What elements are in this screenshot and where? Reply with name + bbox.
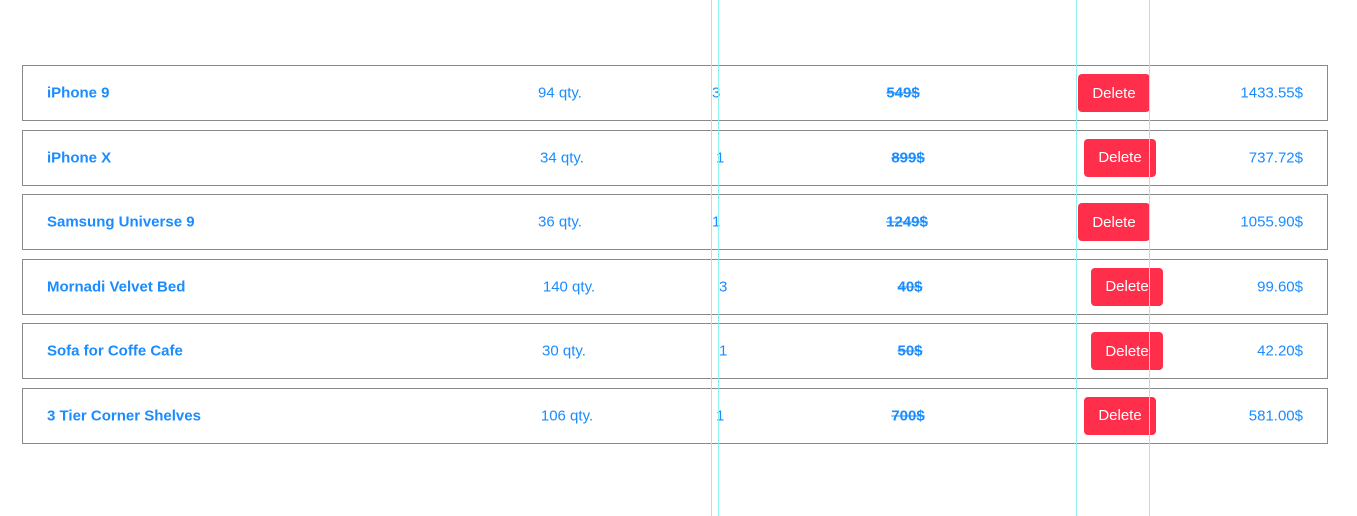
stock-quantity: 36 qty. <box>538 213 582 231</box>
product-name[interactable]: Mornadi Velvet Bed <box>47 278 186 296</box>
delete-button[interactable]: Delete <box>1084 138 1156 177</box>
cart-row: iPhone X 34 qty. 1 899$ Delete 737.72$ <box>22 129 1328 186</box>
column-guide-line <box>1149 0 1150 516</box>
column-guide-line <box>1076 0 1077 516</box>
original-price: 700$ <box>891 407 925 425</box>
row-total: 1433.55$ <box>1240 84 1303 102</box>
stock-quantity: 106 qty. <box>540 407 594 425</box>
column-guide-line <box>711 0 712 516</box>
row-total: 42.20$ <box>1257 342 1303 360</box>
delete-button[interactable]: Delete <box>1091 332 1163 371</box>
item-count: 1 <box>719 342 728 360</box>
cart-row: 3 Tier Corner Shelves 106 qty. 1 700$ De… <box>22 387 1328 444</box>
original-price: 1249$ <box>886 213 928 231</box>
stock-quantity: 94 qty. <box>538 84 582 102</box>
original-price: 40$ <box>897 278 923 296</box>
item-count: 3 <box>712 84 721 102</box>
stock-quantity: 140 qty. <box>542 278 596 296</box>
cart-row: Samsung Universe 9 36 qty. 1 1249$ Delet… <box>22 194 1328 251</box>
item-count: 1 <box>716 407 725 425</box>
item-count: 1 <box>716 149 725 167</box>
row-total: 1055.90$ <box>1240 213 1303 231</box>
row-total: 99.60$ <box>1257 278 1303 296</box>
row-total: 581.00$ <box>1248 407 1303 425</box>
column-guide-line <box>718 0 719 516</box>
item-count: 1 <box>712 213 721 231</box>
cart-row: Sofa for Coffe Cafe 30 qty. 1 50$ Delete… <box>22 323 1328 380</box>
product-name[interactable]: iPhone X <box>47 149 112 167</box>
product-name[interactable]: iPhone 9 <box>47 84 110 102</box>
cart-row: iPhone 9 94 qty. 3 549$ Delete 1433.55$ <box>22 65 1328 121</box>
original-price: 899$ <box>891 149 925 167</box>
stock-quantity: 30 qty. <box>542 342 586 360</box>
original-price: 50$ <box>897 342 923 360</box>
delete-button[interactable]: Delete <box>1078 203 1150 242</box>
cart-list: iPhone 9 94 qty. 3 549$ Delete 1433.55$ … <box>22 65 1328 453</box>
product-name[interactable]: Samsung Universe 9 <box>47 213 195 231</box>
product-name[interactable]: 3 Tier Corner Shelves <box>47 407 201 425</box>
cart-row: Mornadi Velvet Bed 140 qty. 3 40$ Delete… <box>22 258 1328 315</box>
delete-button[interactable]: Delete <box>1078 74 1150 112</box>
stock-quantity: 34 qty. <box>540 149 584 167</box>
item-count: 3 <box>719 278 728 296</box>
product-name[interactable]: Sofa for Coffe Cafe <box>47 342 183 360</box>
delete-button[interactable]: Delete <box>1091 267 1163 306</box>
delete-button[interactable]: Delete <box>1084 396 1156 435</box>
row-total: 737.72$ <box>1248 149 1303 167</box>
original-price: 549$ <box>886 84 920 102</box>
